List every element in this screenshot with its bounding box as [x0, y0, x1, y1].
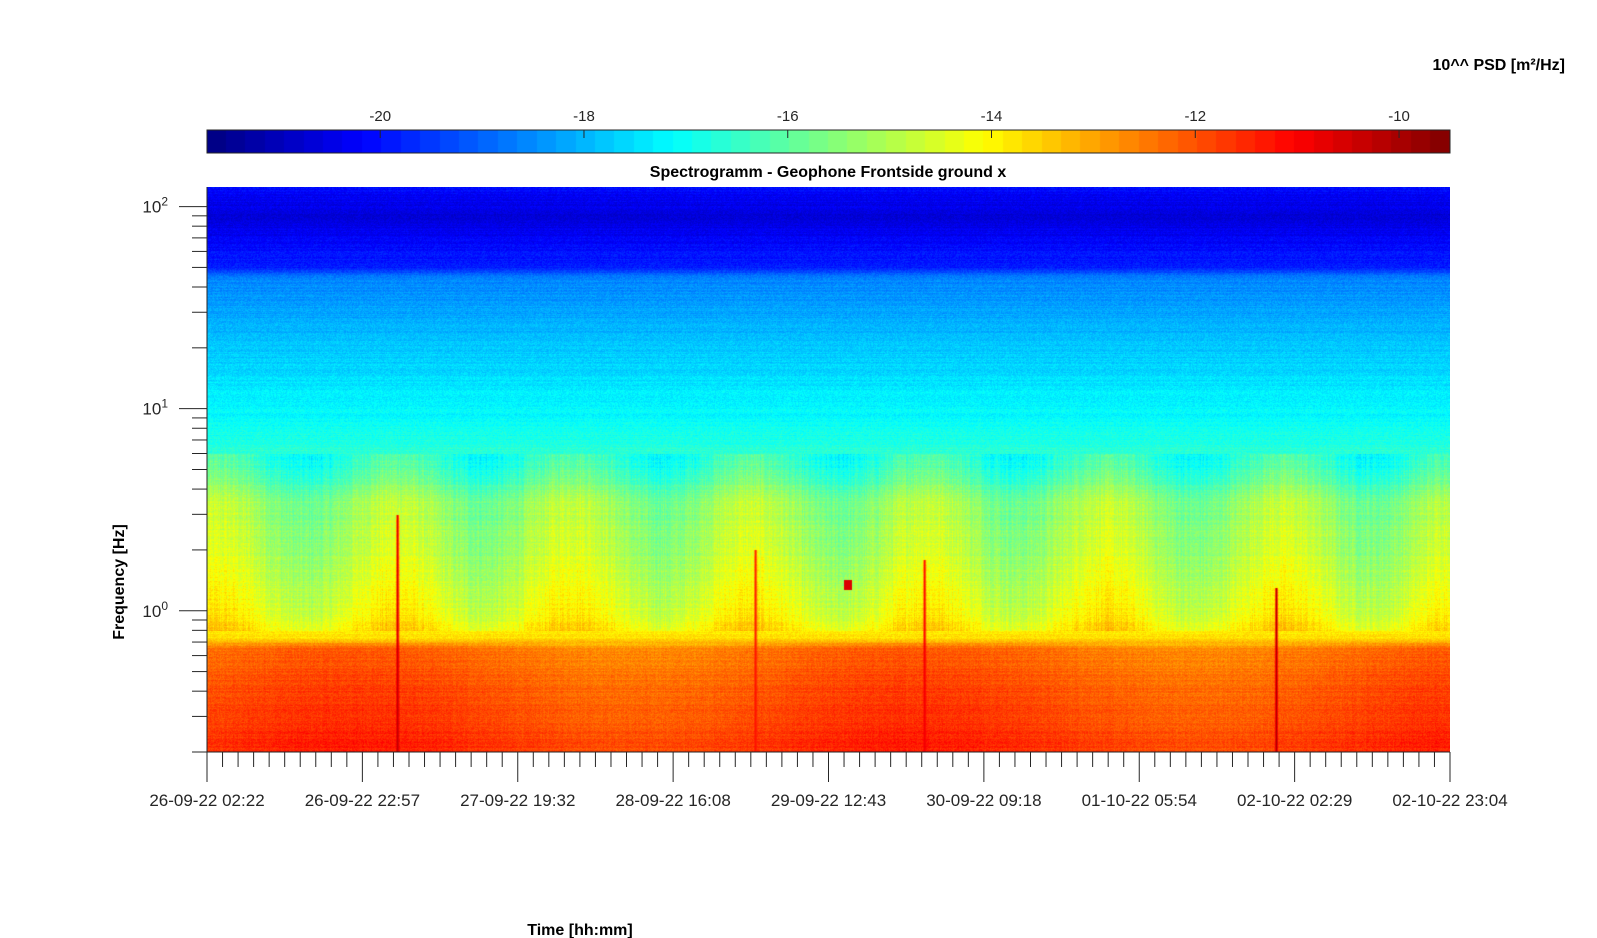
x-tick-label: 29-09-22 12:43	[771, 791, 886, 810]
x-axis-label: Time [hh:mm]	[527, 922, 632, 938]
colorbar-tick-label: -10	[1388, 108, 1410, 125]
x-tick-label: 01-10-22 05:54	[1082, 791, 1197, 810]
colorbar-frame	[206, 129, 1451, 154]
x-tick-label: 30-09-22 09:18	[926, 791, 1041, 810]
x-tick-label: 02-10-22 23:04	[1392, 791, 1507, 810]
colorbar-ticks: -20 -18 -16 -14 -12 -10	[369, 108, 1410, 138]
y-tick-label: 102	[142, 195, 168, 217]
colorbar-tick-label: -16	[777, 108, 799, 125]
chart-title: Spectrogramm - Geophone Frontside ground…	[650, 164, 1007, 181]
colorbar-border	[206, 129, 1451, 154]
y-tick-label: 101	[142, 397, 168, 419]
x-axis: 26-09-22 02:22 26-09-22 22:57 27-09-22 19:…	[149, 752, 1508, 810]
x-tick-label: 26-09-22 02:22	[149, 791, 264, 810]
colorbar-label: 10^^ PSD [m²/Hz]	[1433, 57, 1565, 74]
spectrogram-heatmap	[207, 187, 1450, 752]
colorbar-tick-label: -14	[981, 108, 1003, 125]
y-tick-label: 100	[142, 599, 168, 621]
x-tick-label: 27-09-22 19:32	[460, 791, 575, 810]
x-tick-label: 26-09-22 22:57	[305, 791, 420, 810]
colorbar-tick-label: -12	[1184, 108, 1206, 125]
y-axis-label: Frequency [Hz]	[111, 524, 128, 640]
colorbar-tick-label: -20	[369, 108, 391, 125]
colorbar-tick-label: -18	[573, 108, 595, 125]
colorbar-gradient	[207, 130, 1450, 153]
y-axis: 100 101 102	[142, 195, 207, 753]
plot-frame	[206, 187, 1450, 753]
x-tick-label: 28-09-22 16:08	[615, 791, 730, 810]
x-tick-label: 02-10-22 02:29	[1237, 791, 1352, 810]
